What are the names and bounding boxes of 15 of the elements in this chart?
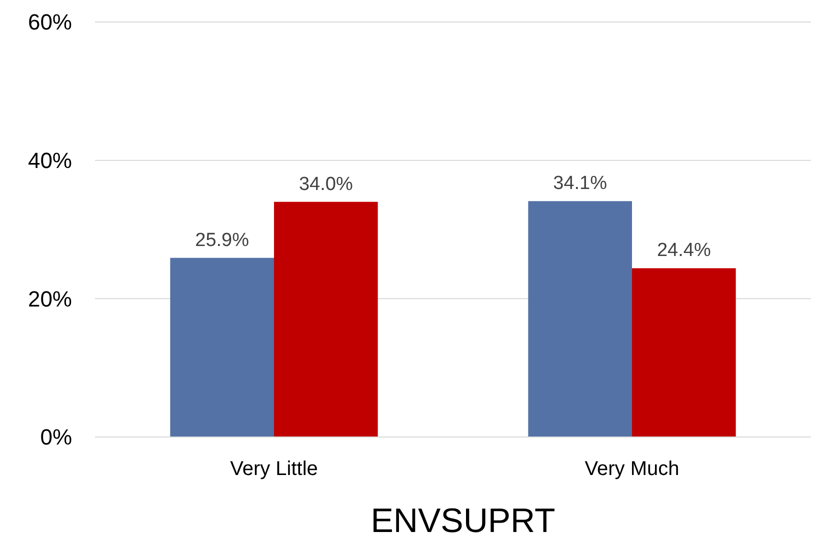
bar <box>632 268 736 437</box>
x-tick-label: Very Little <box>230 458 318 480</box>
bar <box>274 202 378 437</box>
bar <box>170 258 274 437</box>
y-tick-label: 40% <box>28 148 72 174</box>
data-label: 24.4% <box>656 240 711 262</box>
data-label: 34.0% <box>298 174 353 195</box>
x-tick-label: Very Much <box>584 458 680 480</box>
data-label: 34.1% <box>553 173 608 194</box>
y-tick-label: 0% <box>40 424 72 450</box>
bar <box>528 201 632 437</box>
y-tick-label: 60% <box>28 10 72 35</box>
data-label: 25.9% <box>195 230 250 251</box>
y-tick-label: 20% <box>28 286 72 312</box>
x-axis-title: ENVSUPRT <box>370 502 556 538</box>
